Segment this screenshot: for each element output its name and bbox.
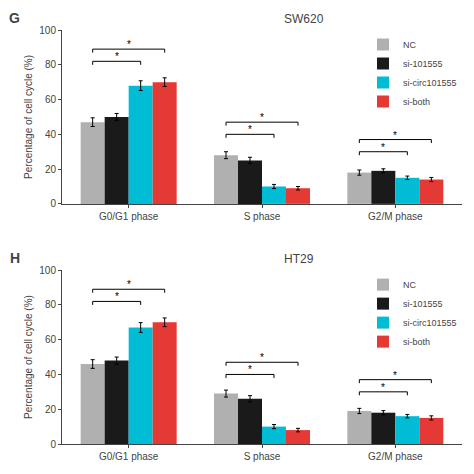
svg-text:G2/M phase: G2/M phase	[368, 211, 423, 222]
svg-text:60: 60	[45, 94, 57, 105]
svg-text:*: *	[381, 142, 385, 153]
svg-text:40: 40	[45, 129, 57, 140]
svg-text:si-circ101555: si-circ101555	[403, 318, 457, 328]
svg-text:Percentage of cell cycle (%): Percentage of cell cycle (%)	[23, 295, 34, 419]
svg-text:60: 60	[45, 334, 57, 345]
svg-text:*: *	[393, 370, 397, 381]
svg-text:100: 100	[39, 25, 56, 36]
svg-text:40: 40	[45, 369, 57, 380]
svg-text:*: *	[127, 279, 131, 290]
svg-text:S phase: S phase	[244, 211, 281, 222]
svg-text:*: *	[248, 124, 252, 135]
svg-text:*: *	[381, 382, 385, 393]
svg-text:20: 20	[45, 164, 57, 175]
svg-text:*: *	[260, 112, 264, 123]
svg-text:*: *	[115, 291, 119, 302]
svg-text:100: 100	[39, 265, 56, 276]
svg-text:0: 0	[50, 198, 56, 209]
svg-text:si-circ101555: si-circ101555	[403, 78, 457, 88]
svg-text:G: G	[9, 10, 20, 26]
svg-text:Percentage of cell cycle (%): Percentage of cell cycle (%)	[23, 55, 34, 179]
svg-text:0: 0	[50, 439, 56, 450]
svg-text:*: *	[393, 130, 397, 141]
svg-text:*: *	[127, 39, 131, 50]
svg-text:80: 80	[45, 59, 57, 70]
svg-text:20: 20	[45, 404, 57, 415]
svg-text:*: *	[248, 364, 252, 375]
svg-text:S phase: S phase	[244, 451, 281, 462]
svg-text:NC: NC	[403, 40, 416, 50]
svg-text:si-101555: si-101555	[403, 59, 443, 69]
svg-text:G0/G1 phase: G0/G1 phase	[99, 451, 159, 462]
svg-text:si-both: si-both	[403, 337, 430, 347]
svg-text:HT29: HT29	[284, 252, 314, 266]
svg-text:NC: NC	[403, 280, 416, 290]
svg-text:SW620: SW620	[284, 12, 324, 26]
svg-text:si-101555: si-101555	[403, 299, 443, 309]
svg-text:G0/G1 phase: G0/G1 phase	[99, 211, 159, 222]
svg-text:*: *	[115, 51, 119, 62]
svg-text:80: 80	[45, 299, 57, 310]
svg-text:si-both: si-both	[403, 97, 430, 107]
svg-text:*: *	[260, 352, 264, 363]
svg-text:G2/M phase: G2/M phase	[368, 451, 423, 462]
svg-text:H: H	[10, 250, 20, 266]
